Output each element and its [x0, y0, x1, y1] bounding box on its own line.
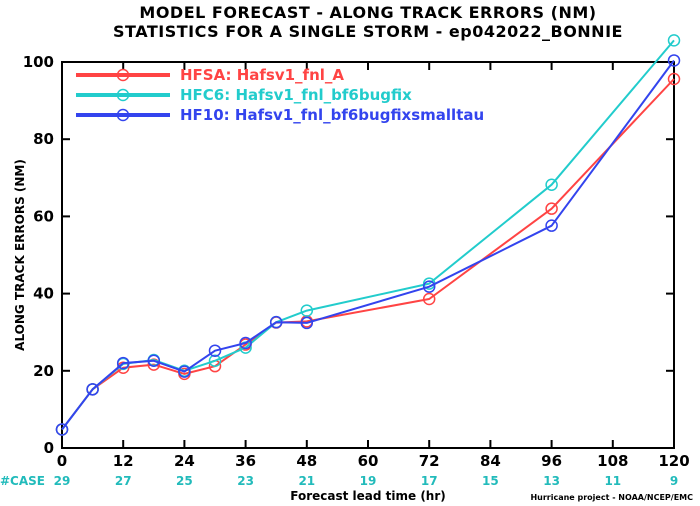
series-point [239, 336, 252, 350]
case-count: 15 [482, 474, 499, 488]
series-point [422, 280, 436, 293]
series-point [55, 423, 69, 436]
series-point [545, 202, 558, 215]
series-point [269, 315, 283, 329]
legend-swatch-marker [116, 88, 130, 102]
series-point [116, 356, 130, 370]
series-point [208, 344, 222, 357]
case-count: 27 [115, 474, 132, 488]
case-count: 29 [54, 474, 71, 488]
credit-text: Hurricane project - NOAA/NCEP/EMC [530, 493, 693, 502]
case-count: 19 [360, 474, 377, 488]
legend-label: HFSA: Hafsv1_fnl_A [180, 66, 344, 84]
y-tick-label: 20 [33, 362, 54, 380]
series-point [300, 304, 314, 317]
series-point [545, 178, 558, 191]
series-point [208, 354, 222, 368]
x-tick-label: 96 [541, 452, 562, 470]
y-axis-label: ALONG TRACK ERRORS (NM) [13, 159, 27, 351]
series-line [61, 78, 675, 431]
case-count-row: #CASE 29 27 25 23 21 19 17 15 13 11 9 [0, 474, 678, 488]
series-point [667, 34, 681, 47]
x-tick-label: 120 [658, 452, 689, 470]
x-axis-label: Forecast lead time (hr) [290, 489, 446, 503]
legend-label: HF10: Hafsv1_fnl_bf6bugfixsmalltau [180, 106, 484, 124]
case-count: 21 [298, 474, 315, 488]
chart-title: MODEL FORECAST - ALONG TRACK ERRORS (NM) [139, 3, 596, 22]
x-tick-label: 36 [235, 452, 256, 470]
legend-label: HFC6: Hafsv1_fnl_bf6bugfix [180, 86, 412, 104]
x-tick-label: 60 [358, 452, 379, 470]
series-group [55, 54, 681, 436]
y-tick-label: 100 [23, 53, 54, 71]
case-count: 23 [237, 474, 254, 488]
x-tick-label: 48 [296, 452, 317, 470]
x-axis-ticks: 0 12 24 36 48 60 72 84 96 108 120 [57, 62, 690, 470]
series-point [147, 354, 161, 368]
series-layer [55, 34, 681, 436]
series-point [422, 292, 436, 306]
series-group [55, 72, 681, 436]
case-row-label: #CASE [0, 474, 45, 488]
x-tick-label: 0 [57, 452, 67, 470]
y-tick-label: 40 [33, 285, 54, 303]
case-count: 25 [176, 474, 193, 488]
y-tick-label: 60 [33, 207, 54, 225]
series-point [667, 54, 681, 67]
series-point [300, 316, 314, 330]
series-line [61, 59, 675, 431]
case-count: 11 [604, 474, 621, 488]
x-tick-label: 108 [597, 452, 628, 470]
x-tick-label: 72 [419, 452, 440, 470]
x-tick-label: 12 [113, 452, 134, 470]
series-point [545, 219, 558, 232]
case-count: 13 [543, 474, 560, 488]
legend-swatch-marker [116, 68, 130, 82]
y-tick-label: 0 [44, 439, 54, 457]
legend: HFSA: Hafsv1_fnl_A HFC6: Hafsv1_fnl_bf6bu… [76, 66, 484, 124]
legend-swatch-marker [116, 108, 130, 122]
x-tick-label: 84 [480, 452, 501, 470]
case-count: 17 [421, 474, 438, 488]
series-point [86, 383, 99, 396]
series-point [667, 72, 681, 86]
series-point [178, 365, 191, 378]
case-count: 9 [670, 474, 678, 488]
y-axis-ticks: 0 20 40 60 80 100 [23, 53, 674, 457]
chart-subtitle: STATISTICS FOR A SINGLE STORM - ep042022… [113, 22, 623, 41]
x-tick-label: 24 [174, 452, 195, 470]
y-tick-label: 80 [33, 130, 54, 148]
